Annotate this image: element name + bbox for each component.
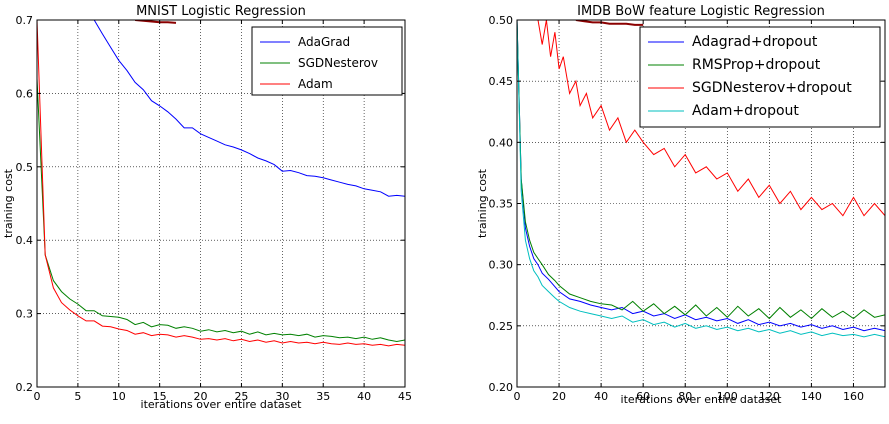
mnist-series-line-sgdnesterov [37,78,405,343]
imdb-y-tick-label-3: 0.35 [489,198,514,211]
mnist-x-tick-label-5: 25 [234,390,248,403]
imdb-y-tick-label-6: 0.50 [489,14,514,27]
imdb-x-tick-label-4: 80 [678,390,692,403]
mnist-x-tick-label-9: 45 [398,390,412,403]
mnist-x-tick-label-1: 5 [74,390,81,403]
imdb-legend-label-adagrad-dropout: Adagrad+dropout [692,34,818,50]
mnist-legend-label-adagrad: AdaGrad [298,35,350,49]
mnist-x-tick-label-6: 30 [275,390,289,403]
imdb-legend-label-rmsprop-dropout: RMSProp+dropout [692,57,821,73]
mnist-chart: 0 5 10 15 20 25 30 35 40 45 0.2 0.3 0.4 0.5 0.6 0.7 MNI… [2,4,412,411]
imdb-series-line-rmsprop-dropout [517,20,885,320]
mnist-x-tick-label-8: 40 [357,390,371,403]
imdb-x-axis-label: iterations over entire dataset [621,393,783,406]
imdb-x-tick-label-1: 20 [552,390,566,403]
imdb-legend: Adagrad+dropout RMSProp+dropout SGDNestero… [639,26,881,128]
imdb-y-axis-label: training cost [476,168,489,238]
imdb-y-tick-label-5: 0.45 [489,75,514,88]
mnist-x-tick-label-0: 0 [34,390,41,403]
mnist-x-tick-label-3: 15 [153,390,167,403]
mnist-ticks: 0 5 10 15 20 25 30 35 40 45 0.2 0.3 0.4 0.5 0.6 0.7 [16,14,413,403]
imdb-x-tick-label-0: 0 [514,390,521,403]
mnist-y-tick-label-2: 0.4 [16,234,34,247]
imdb-series [517,20,885,338]
mnist-y-axis-label: training cost [2,168,15,238]
mnist-legend-label-sgdnesterov: SGDNesterov [298,56,378,70]
mnist-series-line-adam [37,20,405,347]
imdb-y-tick-label-4: 0.40 [489,136,514,149]
mnist-y-tick-label-4: 0.6 [16,87,34,100]
imdb-legend-box [639,26,881,128]
imdb-chart-title: IMDB BoW feature Logistic Regression [577,4,825,19]
imdb-series-line-adam-dropout [517,20,885,338]
imdb-series-line-extra-4 [575,20,644,26]
mnist-chart-title: MNIST Logistic Regression [136,4,306,19]
imdb-y-tick-label-1: 0.25 [489,320,514,333]
mnist-y-tick-label-3: 0.5 [16,161,34,174]
imdb-x-tick-label-5: 100 [717,390,738,403]
imdb-x-tick-label-8: 160 [843,390,864,403]
imdb-series-line-adagrad-dropout [517,20,885,332]
imdb-y-tick-label-0: 0.20 [489,381,514,394]
mnist-y-tick-label-1: 0.3 [16,308,34,321]
mnist-series-line-adagrad [93,20,405,197]
mnist-x-axis-label: iterations over entire dataset [141,398,303,411]
mnist-series-line-extra-3 [135,20,177,24]
imdb-x-tick-label-3: 60 [636,390,650,403]
mnist-x-tick-label-7: 35 [316,390,330,403]
imdb-x-tick-label-2: 40 [594,390,608,403]
imdb-x-tick-label-6: 120 [759,390,780,403]
imdb-series-line-sgdnesterov-dropout [537,20,885,217]
imdb-legend-label-adam-dropout: Adam+dropout [692,103,799,119]
mnist-y-tick-label-0: 0.2 [16,381,34,394]
mnist-legend-box [251,26,403,96]
imdb-y-tick-label-2: 0.30 [489,259,514,272]
mnist-x-tick-label-2: 10 [112,390,126,403]
mnist-series [37,20,405,347]
imdb-ticks: 0 20 40 60 80 100 120 140 160 0.20 0.25 0.30 0.35 0.4… [489,14,885,403]
imdb-grid [517,20,885,387]
imdb-chart: 0 20 40 60 80 100 120 140 160 0.20 0.25 0.30 0.35 0.4… [476,4,886,406]
imdb-x-tick-label-7: 140 [801,390,822,403]
imdb-legend-label-sgdnesterov-dropout: SGDNesterov+dropout [692,80,852,96]
mnist-legend: AdaGrad SGDNesterov Adam [251,26,403,96]
mnist-x-tick-label-4: 20 [194,390,208,403]
mnist-legend-label-adam: Adam [298,77,333,91]
mnist-plot-frame [36,19,406,388]
mnist-y-tick-label-5: 0.7 [16,14,34,27]
